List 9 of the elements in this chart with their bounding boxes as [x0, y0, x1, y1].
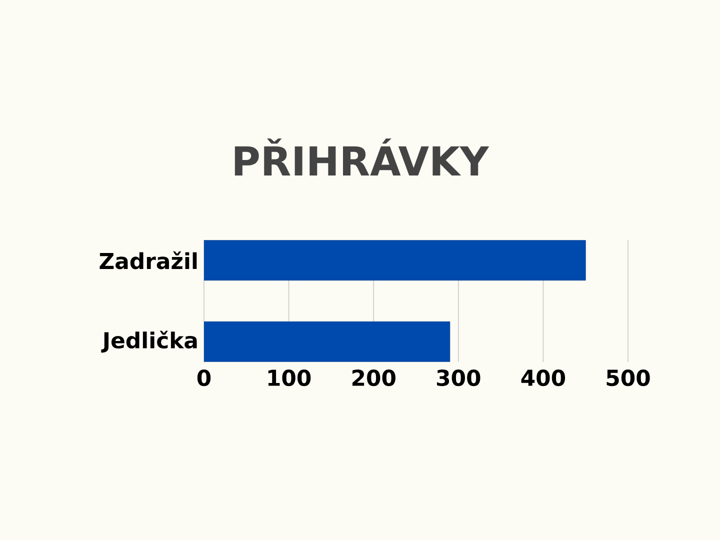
- y-tick-label: Zadražil: [100, 251, 197, 270]
- y-tick-label: Jedlička: [101, 330, 197, 353]
- chart-title: PŘIHRÁVKY: [234, 138, 490, 176]
- x-tick-label: 100: [268, 370, 311, 386]
- x-tick-label: 400: [521, 370, 566, 386]
- x-tick-label: 500: [606, 370, 650, 386]
- x-tick-label: 300: [436, 370, 480, 386]
- x-tick-label: 0: [197, 370, 211, 386]
- x-tick-label: 200: [352, 370, 396, 386]
